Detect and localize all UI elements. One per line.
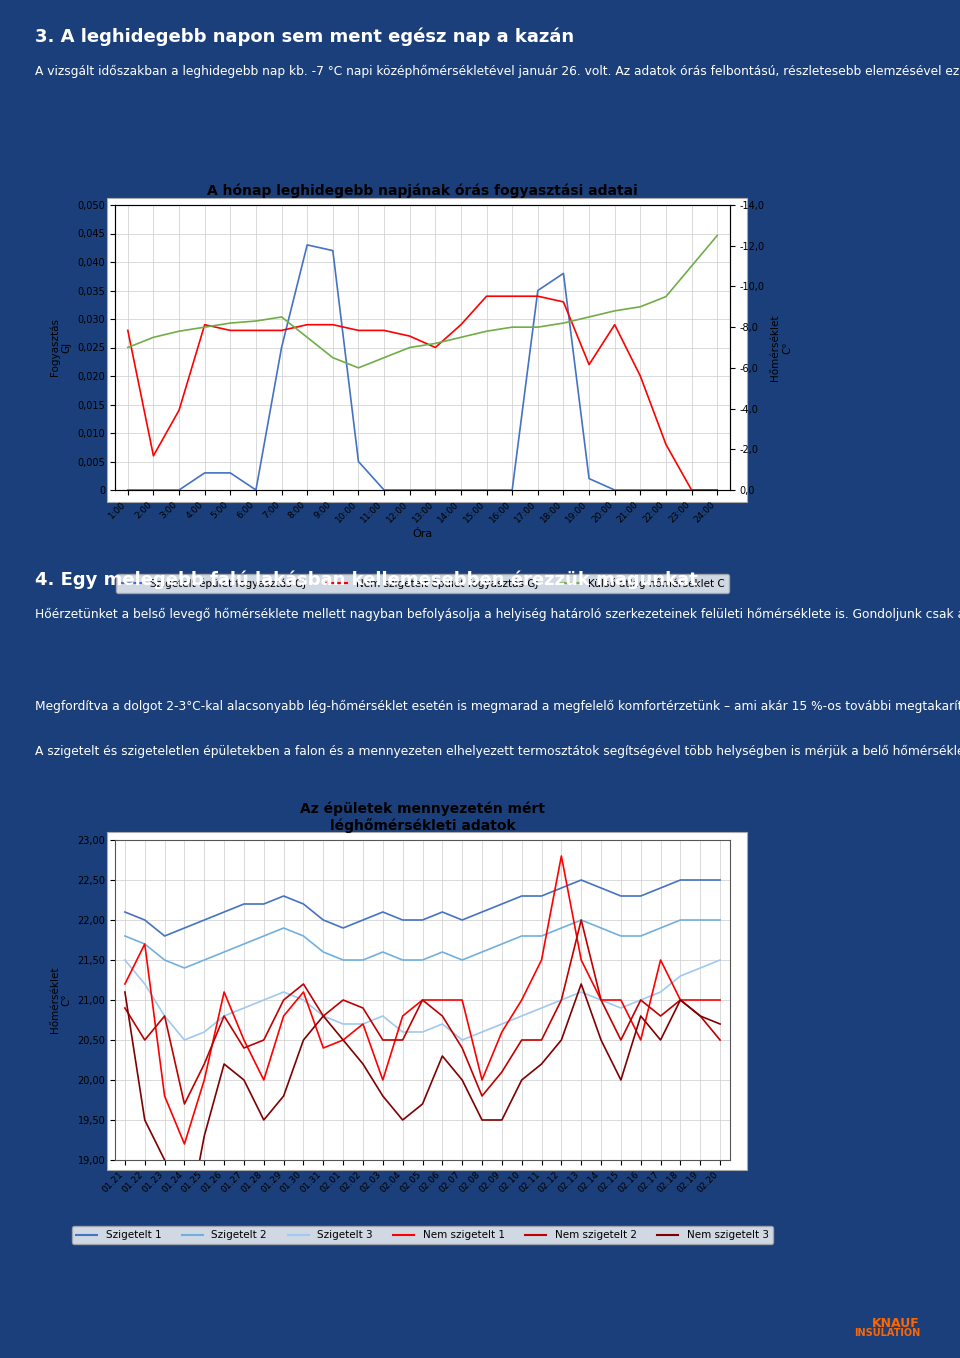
Legend: Szigetelt épület fogyasztás GJ, Nem szigetelt épület fogyasztás GJ, Külső átlag : Szigetelt épület fogyasztás GJ, Nem szig… [116,574,729,593]
X-axis label: Óra: Óra [413,528,433,539]
Text: A vizsgált időszakban a leghidegebb nap kb. -7 °C napi középhőmérsékletével janu: A vizsgált időszakban a leghidegebb nap … [35,65,960,79]
Text: 4. Egy melegebb falú lakásban kellemesebben érezzük magunkat: 4. Egy melegebb falú lakásban kellemeseb… [35,570,698,588]
Legend: Szigetelt 1, Szigetelt 2, Szigetelt 3, Nem szigetelt 1, Nem szigetelt 2, Nem szi: Szigetelt 1, Szigetelt 2, Szigetelt 3, N… [72,1226,773,1244]
Y-axis label: Hőmérséklet
C°: Hőmérséklet C° [50,967,72,1033]
Text: KNAUF: KNAUF [873,1317,920,1329]
Y-axis label: Hőmérséklet
C°: Hőmérséklet C° [771,314,792,380]
Text: A szigetelt és szigeteletlen épületekben a falon és a mennyezeten elhelyezett te: A szigetelt és szigeteletlen épületekben… [35,746,960,758]
Text: INSULATION: INSULATION [853,1328,920,1338]
Title: Az épületek mennyezetén mért
léghőmérsékleti adatok: Az épületek mennyezetén mért léghőmérsék… [300,801,545,834]
Y-axis label: Fogyasztás
GJ: Fogyasztás GJ [50,319,72,376]
Text: Hőérzetünket a belső levegő hőmérséklete mellett nagyban befolyásolja a helyiség: Hőérzetünket a belső levegő hőmérséklete… [35,608,960,621]
Title: A hónap leghidegebb napjának órás fogyasztási adatai: A hónap leghidegebb napjának órás fogyas… [207,183,637,198]
Text: 3. A leghidegebb napon sem ment egész nap a kazán: 3. A leghidegebb napon sem ment egész na… [35,29,574,46]
Text: Megfordítva a dolgot 2-3°C-kal alacsonyabb lég-hőmérséklet esetén is megmarad a : Megfordítva a dolgot 2-3°C-kal alacsonya… [35,699,960,713]
